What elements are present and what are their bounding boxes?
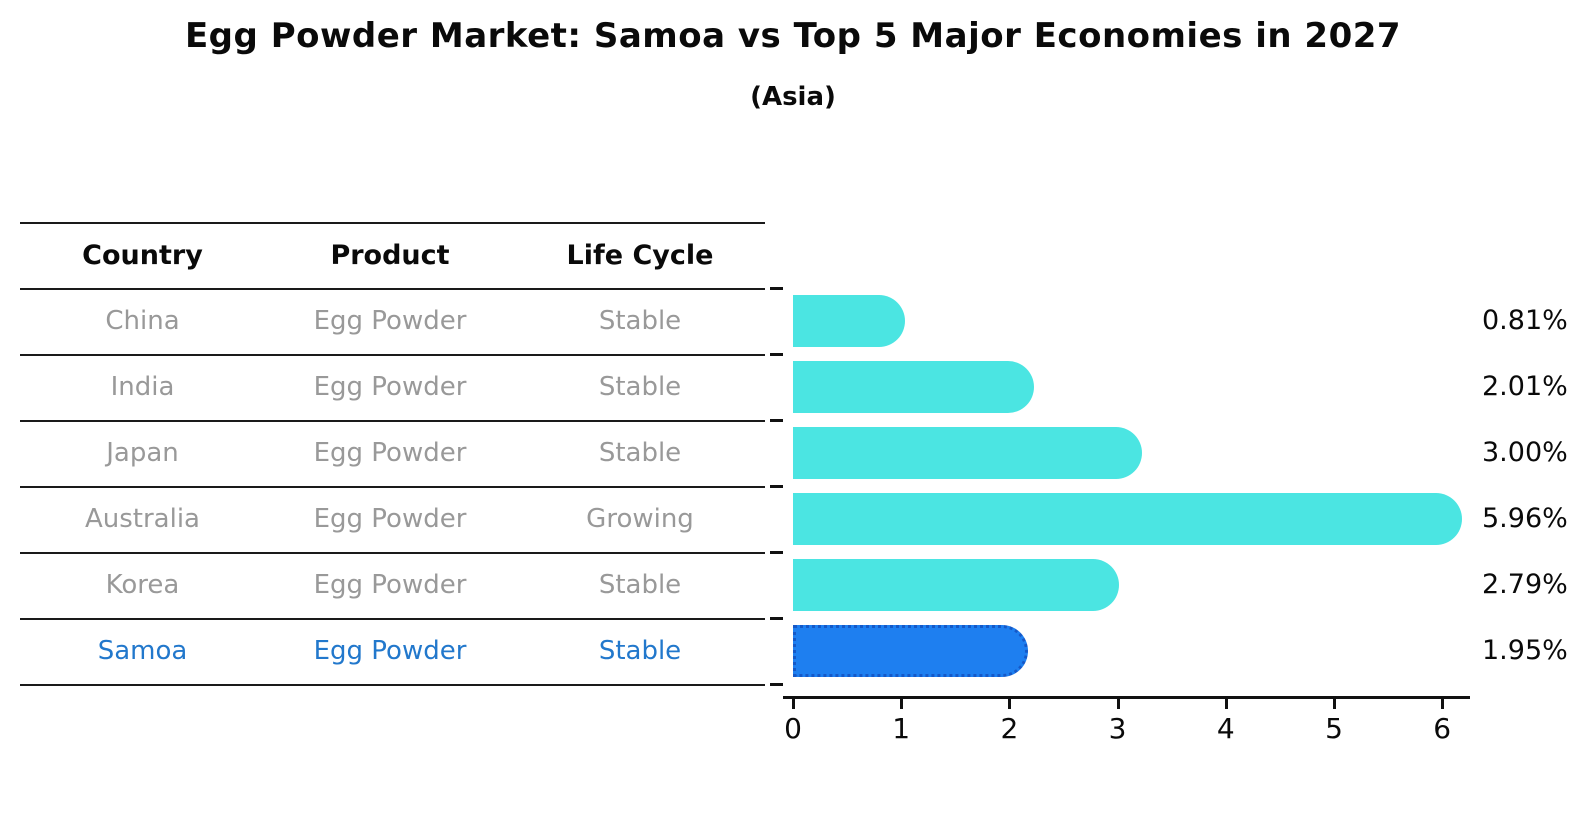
table-header-row: Country Product Life Cycle	[20, 222, 765, 288]
table-rule	[20, 222, 765, 224]
x-axis-tick-label: 3	[1108, 712, 1127, 745]
table-row-china: China Egg Powder Stable	[20, 288, 765, 354]
value-label-china: 0.81%	[1482, 305, 1568, 336]
cell-lifecycle: Stable	[598, 636, 682, 666]
x-axis-tick	[1333, 699, 1336, 709]
x-axis-tick-label: 6	[1433, 712, 1452, 745]
table-row-australia: Australia Egg Powder Growing	[20, 486, 765, 552]
table-row-samoa: Samoa Egg Powder Stable	[20, 618, 765, 684]
table-rule	[20, 420, 765, 422]
x-axis-tick-label: 1	[892, 712, 911, 745]
y-axis-tick	[770, 617, 783, 620]
column-header-product: Product	[330, 239, 450, 271]
bar-samoa-highlighted	[793, 625, 1028, 677]
x-axis-tick-label: 2	[1000, 712, 1019, 745]
y-axis-tick	[770, 353, 783, 356]
table-rule	[20, 684, 765, 686]
value-label-korea: 2.79%	[1482, 569, 1568, 600]
column-header-lifecycle: Life Cycle	[566, 239, 714, 271]
cell-country: Australia	[84, 504, 200, 534]
cell-product: Egg Powder	[313, 504, 467, 534]
table-row-india: India Egg Powder Stable	[20, 354, 765, 420]
x-axis-tick	[1008, 699, 1012, 709]
table-rule	[20, 618, 765, 620]
value-label-australia: 5.96%	[1482, 503, 1568, 534]
cell-product: Egg Powder	[313, 438, 467, 468]
table-rule	[20, 552, 765, 554]
cell-country: Japan	[106, 438, 179, 468]
cell-lifecycle: Stable	[598, 306, 682, 336]
x-axis-tick	[1441, 699, 1445, 709]
cell-product: Egg Powder	[313, 372, 467, 402]
x-axis-line	[783, 696, 1470, 699]
cell-lifecycle: Stable	[598, 438, 682, 468]
column-header-country: Country	[82, 239, 203, 271]
y-axis-tick	[770, 419, 783, 422]
table-row-korea: Korea Egg Powder Stable	[20, 552, 765, 618]
cell-product: Egg Powder	[313, 636, 467, 666]
cell-product: Egg Powder	[313, 570, 467, 600]
y-axis-tick	[770, 485, 783, 488]
value-label-samoa: 1.95%	[1482, 635, 1568, 666]
value-label-india: 2.01%	[1482, 371, 1568, 402]
table-rule	[20, 288, 765, 290]
x-axis-tick	[1224, 699, 1228, 709]
chart-title: Egg Powder Market: Samoa vs Top 5 Major …	[184, 16, 1402, 56]
x-axis-tick-label: 0	[784, 712, 802, 745]
x-axis-tick-label: 4	[1216, 712, 1235, 745]
x-axis-tick	[900, 699, 904, 709]
y-axis-tick	[770, 287, 783, 290]
bar-korea	[793, 559, 1119, 611]
table-row-japan: Japan Egg Powder Stable	[20, 420, 765, 486]
cell-lifecycle: Stable	[598, 372, 682, 402]
cell-lifecycle: Growing	[586, 504, 694, 534]
bar-india	[793, 361, 1035, 413]
bar-australia	[793, 493, 1462, 545]
table-rule	[20, 354, 765, 356]
bar-china	[793, 295, 905, 347]
x-axis-tick	[1116, 699, 1120, 709]
x-axis-tick-label: 5	[1325, 712, 1343, 745]
cell-lifecycle: Stable	[598, 570, 682, 600]
cell-country: Samoa	[97, 636, 188, 666]
value-label-japan: 3.00%	[1482, 437, 1568, 468]
bar-japan	[793, 427, 1142, 479]
cell-country: Korea	[105, 570, 180, 600]
cell-product: Egg Powder	[313, 306, 467, 336]
cell-country: China	[105, 306, 180, 336]
x-axis-tick	[792, 699, 795, 709]
y-axis-tick	[770, 551, 783, 554]
cell-country: India	[110, 372, 175, 402]
table-rule	[20, 486, 765, 488]
chart-subtitle: (Asia)	[750, 82, 836, 112]
y-axis-tick	[770, 683, 783, 686]
